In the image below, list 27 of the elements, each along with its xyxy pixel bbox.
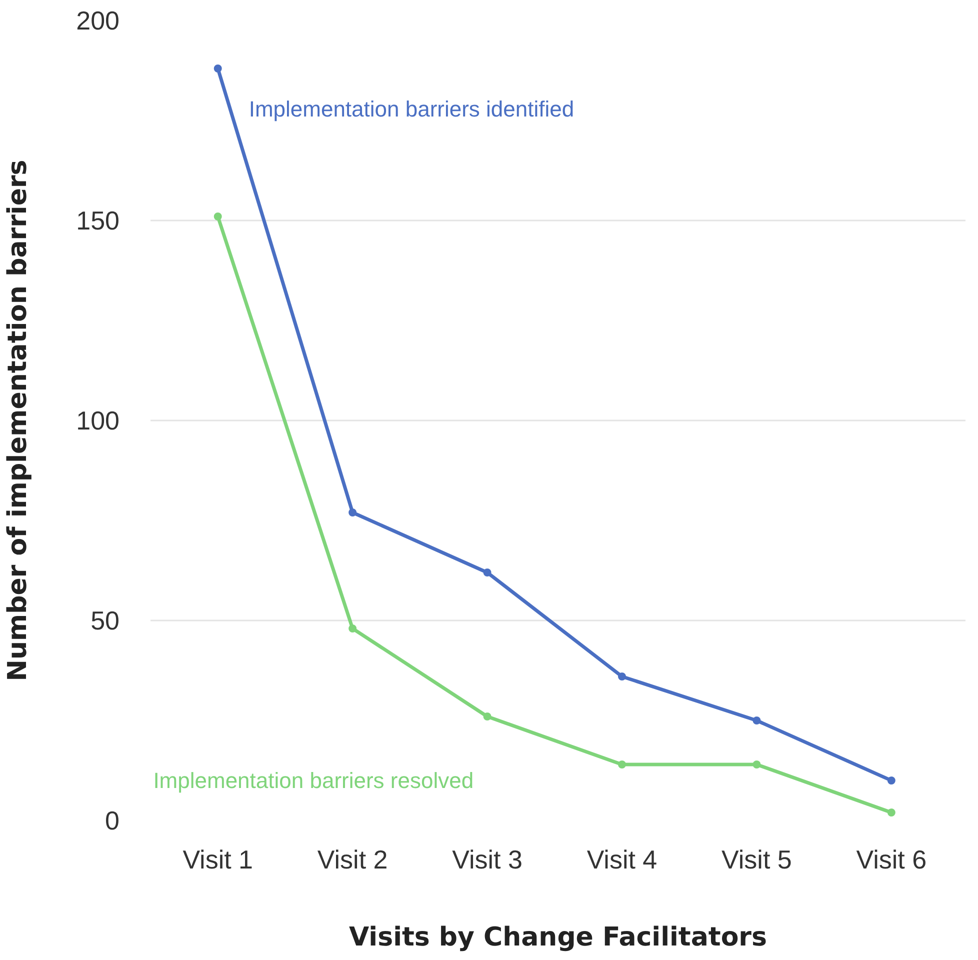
x-tick-label: Visit 5 [722,844,792,874]
x-tick-label: Visit 6 [856,844,927,874]
point [348,508,357,516]
x-tick-label: Visit 1 [182,844,254,874]
y-tick-label: 0 [105,806,120,836]
x-tick-label: Visit 3 [452,844,522,874]
x-tick-label: Visit 4 [586,844,658,874]
point [887,808,896,816]
point [483,568,492,576]
point [214,212,222,220]
y-tick-label: 50 [90,606,120,636]
y-axis-title: Number of implementation barriers [3,160,34,682]
point [348,624,357,632]
y-tick-label: 200 [76,6,120,36]
text: Implementation barriers resolved [153,768,474,793]
x-tick-label: Visit 2 [317,844,388,874]
point [887,776,896,784]
point [618,672,626,680]
y-tick-label: 100 [76,406,120,436]
point [214,64,222,72]
x-axis-title: Visits by Change Facilitators [349,922,767,952]
point [752,760,761,768]
point [752,716,761,724]
series-label: Implementation barriers identified [248,96,574,122]
y-tick-label: 150 [76,206,120,236]
point [618,760,626,768]
point [483,712,492,720]
